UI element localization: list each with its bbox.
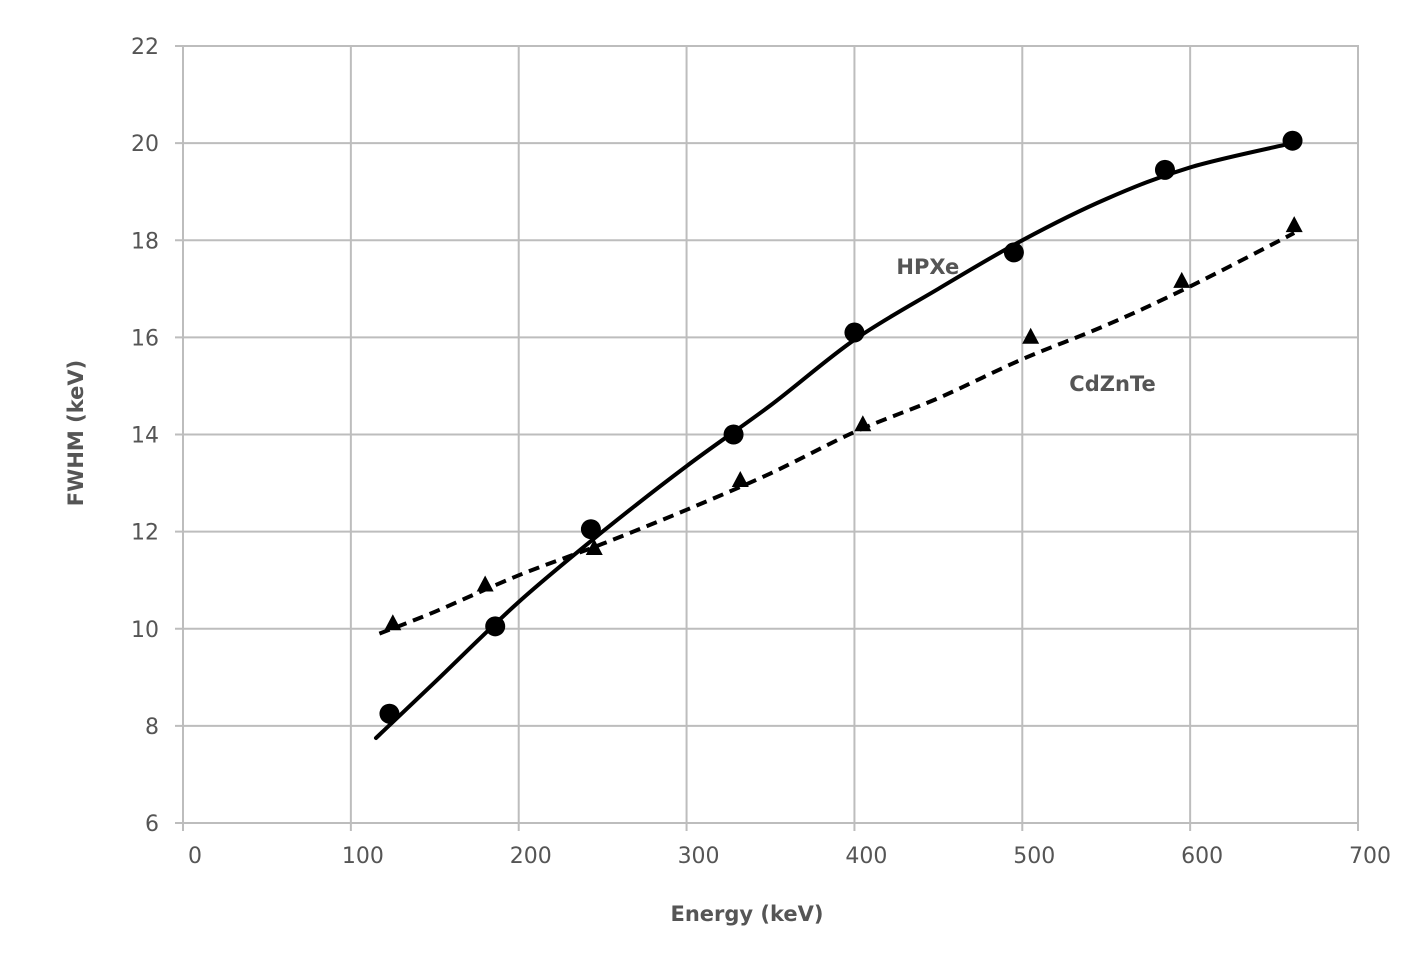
series-cdznte-point: [1285, 216, 1303, 233]
series-annotation: CdZnTe: [1069, 372, 1155, 396]
series-hpxe-point: [1154, 159, 1175, 180]
x-tick-label: 500: [1013, 844, 1055, 869]
series-annotation: HPXe: [896, 255, 959, 279]
x-tick-label: 700: [1349, 844, 1391, 869]
x-tick-label: 200: [510, 844, 552, 869]
x-tick-label: 100: [342, 844, 384, 869]
x-tick-label: 300: [678, 844, 720, 869]
y-tick-label: 10: [131, 618, 159, 643]
fit-layer: [374, 141, 1296, 740]
x-tick-label: 0: [188, 844, 202, 869]
series-cdznte-point: [476, 575, 494, 592]
series-hpxe-point: [580, 519, 601, 540]
x-tick-label: 400: [845, 844, 887, 869]
label-layer: Energy (keV) FWHM (keV) HPXe CdZnTe: [64, 255, 1156, 926]
y-tick-label: 8: [145, 715, 159, 740]
series-hpxe-fit-line: [374, 141, 1295, 740]
series-hpxe-point: [1003, 242, 1024, 263]
y-tick-label: 16: [131, 326, 159, 351]
y-tick-label: 20: [131, 132, 159, 157]
x-axis-title: Energy (keV): [670, 902, 823, 926]
axis-layer: 0 100 200 300 400 500 600 700 6 8 10 12 14 16 18 20 22: [131, 35, 1391, 869]
y-tick-label: 14: [131, 424, 159, 449]
series-cdznte-point: [1022, 327, 1040, 344]
series-hpxe-point: [723, 424, 744, 445]
y-tick-label: 22: [131, 35, 159, 60]
y-tick-label: 18: [131, 229, 159, 254]
series-cdznte-fit-line: [378, 231, 1296, 636]
marker-layer: [379, 130, 1303, 724]
y-axis-title: FWHM (keV): [64, 360, 88, 506]
x-tick-label: 600: [1181, 844, 1223, 869]
y-tick-label: 6: [145, 812, 159, 837]
series-cdznte-point: [731, 471, 749, 488]
series-cdznte-point: [854, 415, 872, 432]
series-cdznte-point: [384, 614, 402, 631]
y-tick-label: 12: [131, 521, 159, 546]
series-cdznte-point: [585, 539, 603, 556]
series-hpxe-point: [379, 703, 400, 724]
series-hpxe-point: [1282, 130, 1303, 151]
series-hpxe-point: [485, 616, 506, 637]
series-hpxe-point: [844, 322, 865, 343]
series-cdznte-point: [1173, 271, 1191, 288]
grid-layer: [182, 45, 1359, 824]
